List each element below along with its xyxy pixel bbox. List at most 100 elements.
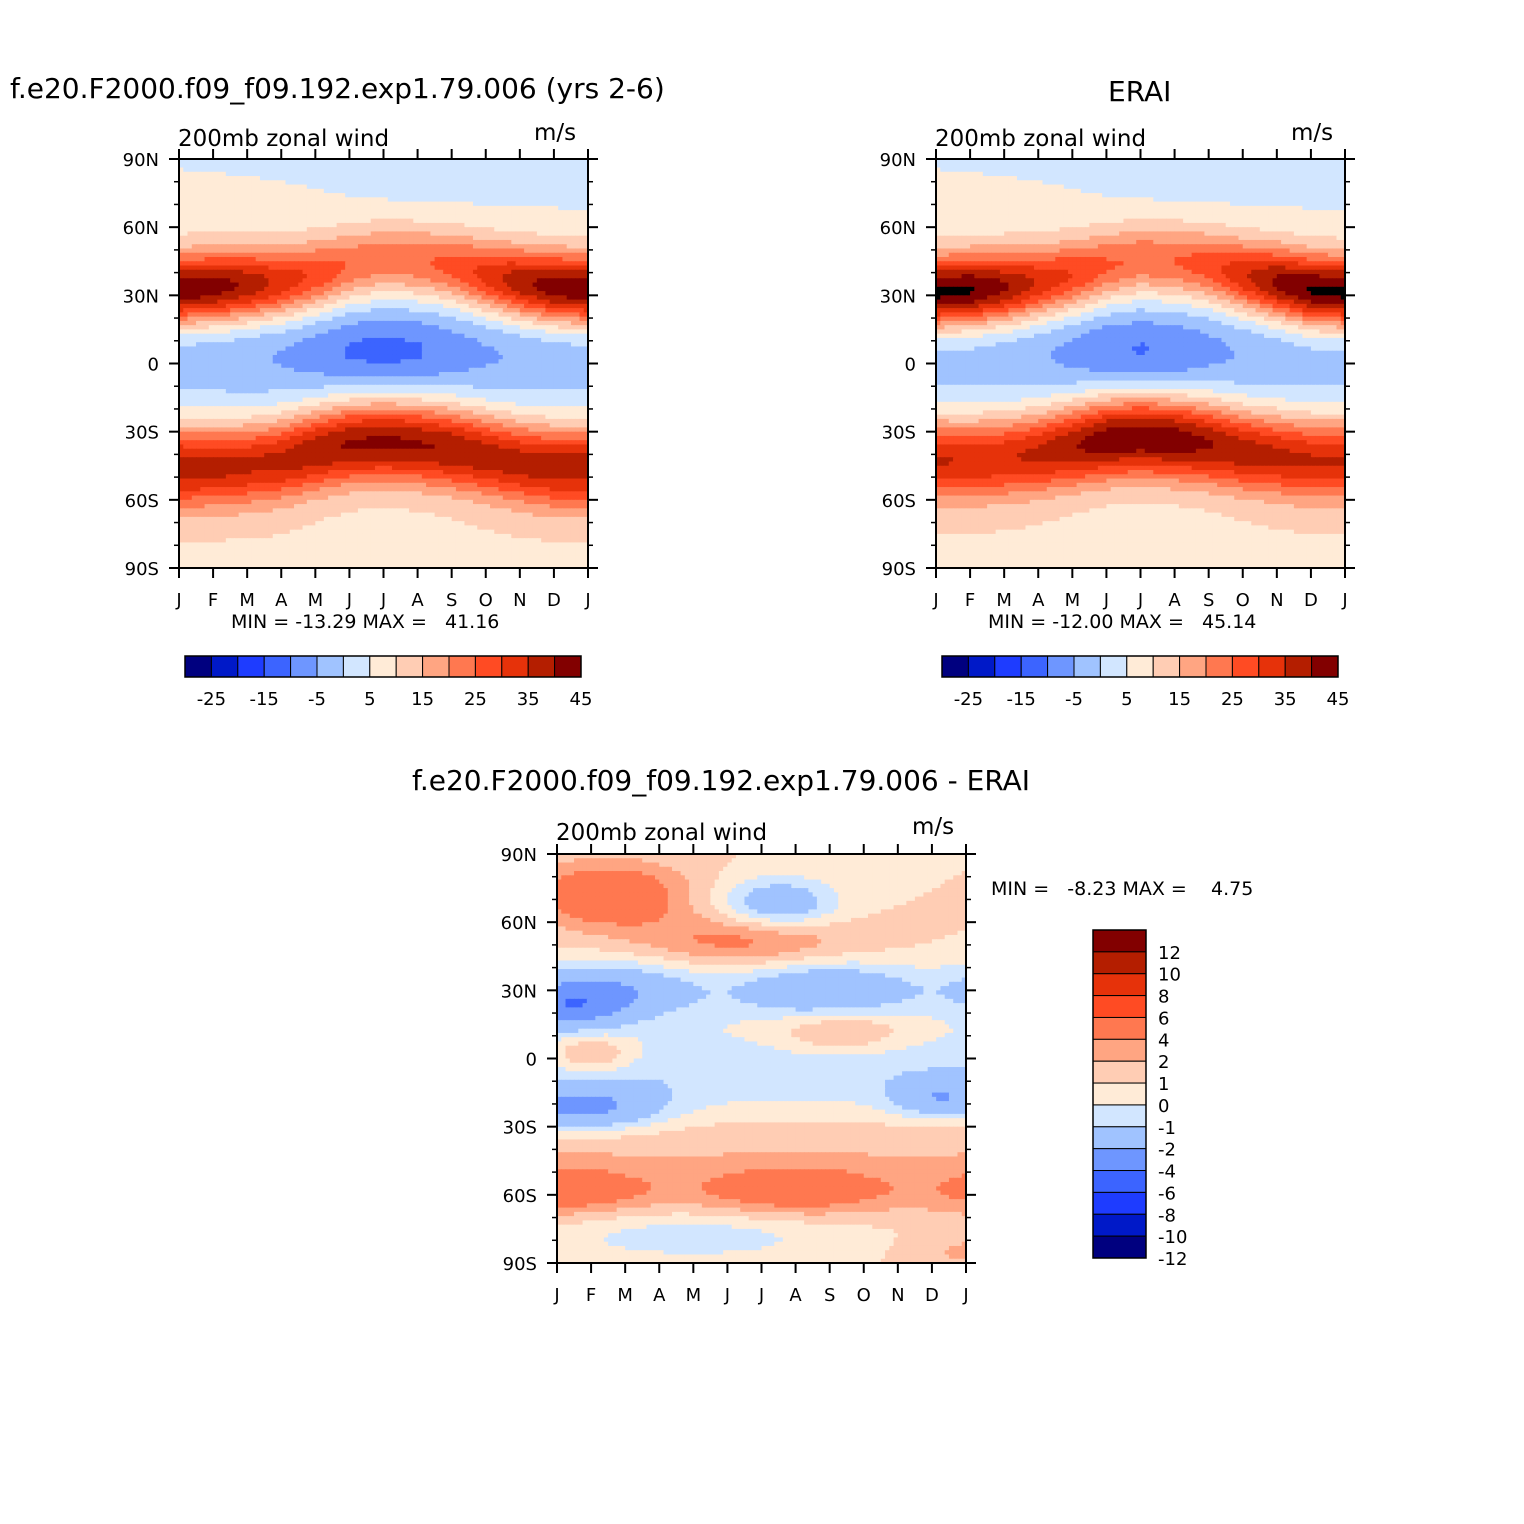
model-cell [404, 372, 410, 377]
model-cell [362, 325, 368, 331]
model-cell [247, 329, 253, 335]
model-cell [570, 320, 576, 326]
model-cell [447, 303, 453, 309]
model-cell [217, 299, 223, 305]
model-cell [536, 188, 542, 194]
model-cell [562, 329, 568, 335]
model-cell [208, 274, 214, 279]
model-cell [396, 325, 402, 331]
model-cell [281, 256, 287, 262]
model-cell [238, 176, 244, 181]
model-cell [208, 180, 214, 186]
model-cell [281, 337, 287, 343]
model-cell [323, 367, 329, 373]
model-cell [498, 303, 504, 309]
model-cell [490, 274, 495, 279]
model-cell [208, 167, 214, 173]
model-cell [294, 316, 299, 322]
model-cell [443, 372, 449, 377]
model-cell [447, 227, 453, 233]
model-cell [472, 303, 478, 309]
model-cell [315, 205, 321, 211]
model-cell [511, 180, 517, 186]
model-cell [196, 235, 201, 241]
model-cell [238, 256, 244, 262]
model-cell [230, 197, 235, 203]
model-cell [272, 308, 278, 313]
model-cell [477, 372, 483, 377]
model-cell [204, 244, 210, 250]
model-cell [276, 205, 282, 211]
model-cell [502, 159, 508, 164]
model-cell [294, 252, 299, 258]
model-cell [332, 163, 338, 169]
model-cell [511, 372, 517, 377]
model-cell [225, 193, 231, 198]
model-cell [319, 329, 325, 335]
model-cell [259, 291, 265, 296]
model-cell [460, 184, 466, 190]
model-cell [306, 308, 312, 313]
model-cell [558, 286, 564, 292]
model-cell [366, 227, 372, 233]
model-cell [532, 265, 538, 271]
model-cell [379, 188, 385, 194]
model-cell [536, 227, 542, 233]
model-cell [498, 201, 504, 207]
model-cell [272, 193, 278, 198]
model-cell [417, 256, 423, 262]
model-cell [417, 171, 423, 177]
model-cell [507, 346, 512, 352]
model-cell [200, 163, 206, 169]
model-cell [443, 248, 449, 254]
model-cell [264, 193, 270, 198]
model-cell [196, 231, 201, 237]
model-cell [187, 299, 193, 305]
model-cell [298, 248, 304, 254]
model-cell [264, 188, 270, 194]
model-cell [383, 201, 389, 207]
model-cell [302, 346, 308, 352]
model-cell [255, 359, 261, 365]
model-cell [225, 372, 231, 377]
model-cell [387, 299, 393, 305]
model-cell [409, 210, 414, 215]
model-cell [477, 218, 483, 224]
model-cell [311, 205, 316, 211]
model-cell [455, 295, 461, 301]
model-cell [541, 197, 546, 203]
model-cell [460, 201, 466, 207]
model-cell [340, 346, 346, 352]
model-cell [477, 329, 483, 335]
model-cell [217, 201, 223, 207]
model-cell [302, 222, 308, 228]
model-cell [524, 171, 529, 177]
model-cell [340, 329, 346, 335]
model-cell [251, 159, 257, 164]
model-cell [570, 176, 576, 181]
model-cell [515, 184, 521, 190]
model-cell [264, 286, 270, 292]
model-cell [383, 295, 389, 301]
model-cell [409, 291, 414, 296]
model-cell [511, 248, 517, 254]
model-cell [566, 201, 572, 207]
model-cell [541, 252, 546, 258]
model-cell [311, 214, 316, 220]
model-cell [464, 197, 470, 203]
model-cell [298, 269, 304, 275]
model-cell [460, 363, 466, 369]
model-cell [541, 231, 546, 237]
model-cell [421, 320, 427, 326]
model-cell [392, 269, 397, 275]
model-cell [430, 227, 436, 233]
model-cell [268, 286, 274, 292]
model-cell [179, 188, 184, 194]
model-cell [413, 282, 419, 288]
model-cell [511, 363, 517, 369]
model-cell [400, 188, 406, 194]
model-cell [191, 252, 197, 258]
model-cell [370, 312, 376, 318]
model-cell [234, 346, 240, 352]
model-cell [383, 303, 389, 309]
